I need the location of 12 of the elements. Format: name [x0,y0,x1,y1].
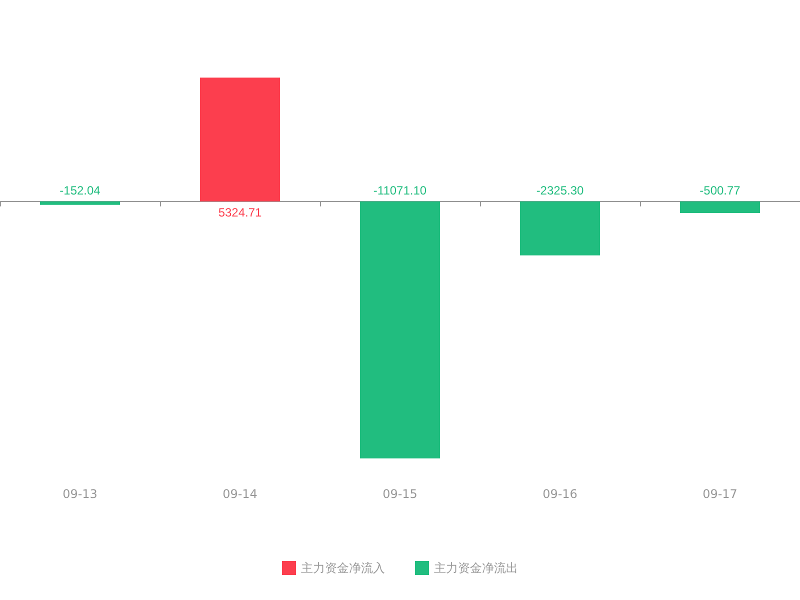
x-tick-label: 09-17 [702,487,738,501]
data-label: 5324.71 [218,205,262,220]
data-label: -152.04 [60,183,101,198]
x-tick-label: 09-13 [62,487,98,501]
legend-label: 主力资金净流入 [301,561,385,575]
data-label: -500.77 [700,183,741,198]
x-tick-label: 09-14 [222,487,258,501]
data-label: -11071.10 [373,183,427,198]
data-label: -2325.30 [536,183,584,198]
x-tick-label: 09-16 [542,487,578,501]
x-tick-label: 09-15 [382,487,418,501]
legend-label: 主力资金净流出 [434,561,518,575]
